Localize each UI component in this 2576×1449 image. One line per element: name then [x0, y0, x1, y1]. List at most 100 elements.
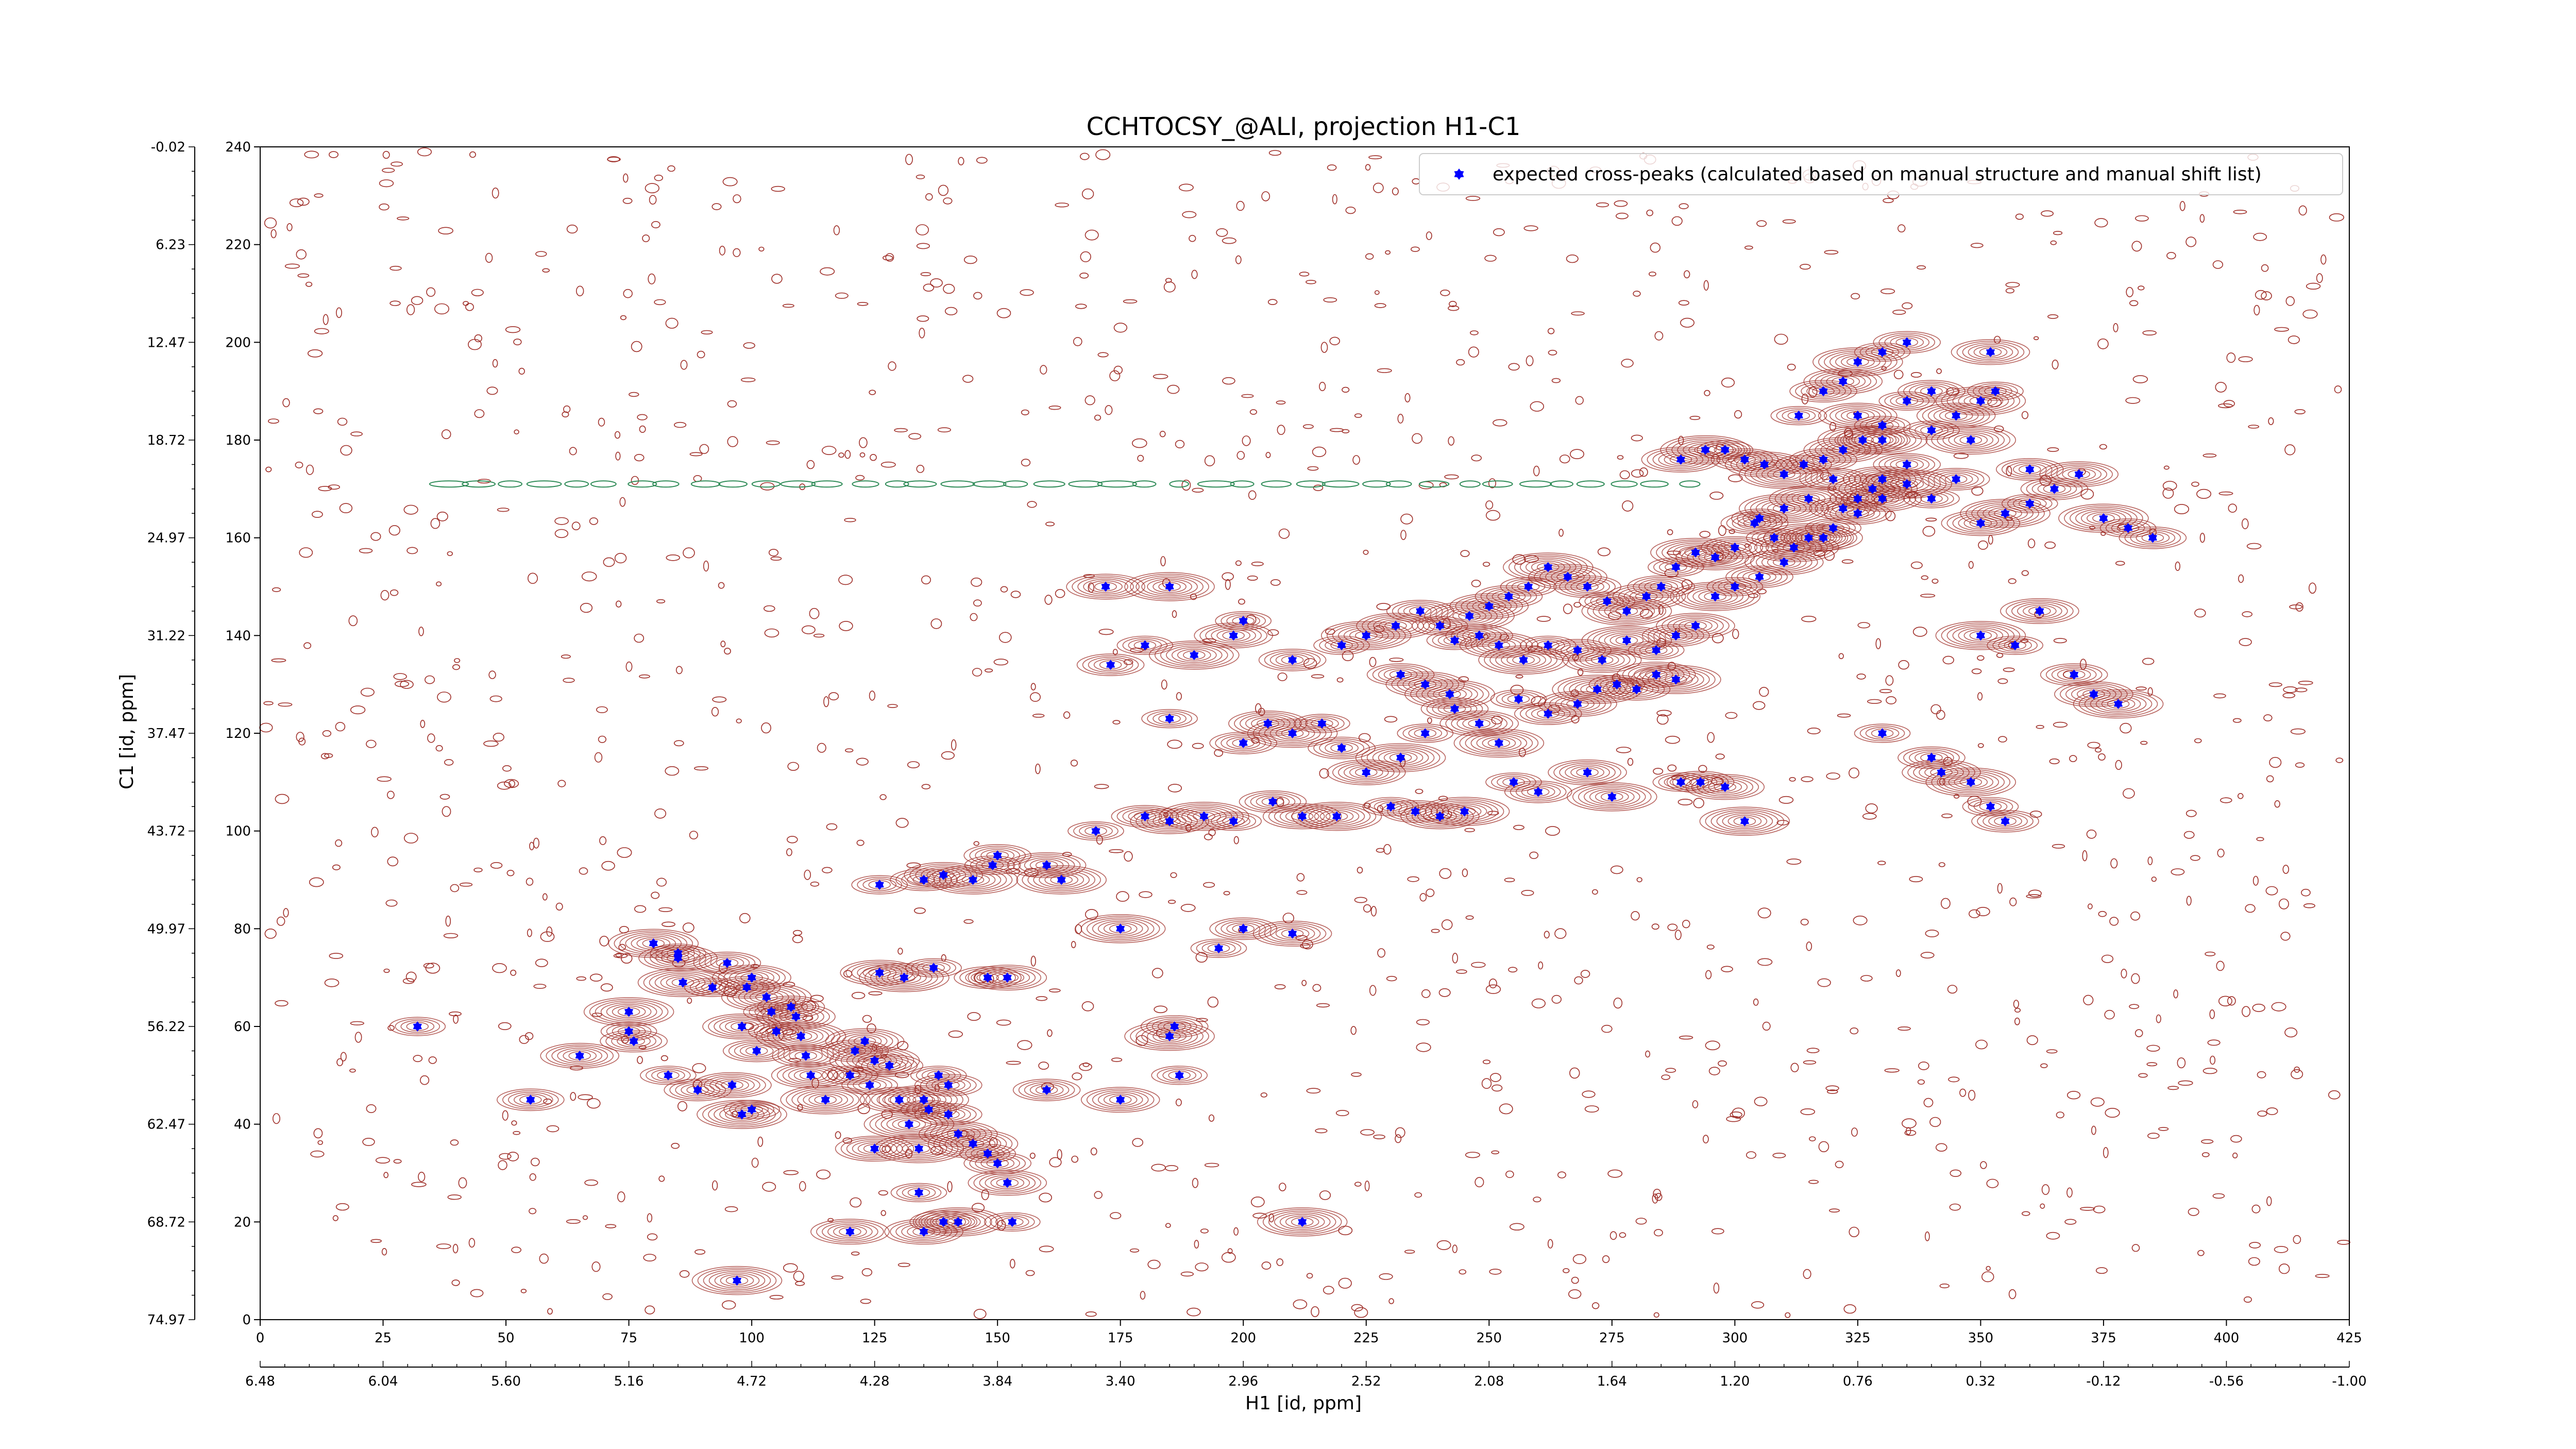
- peak-contour: [1196, 940, 1242, 956]
- noise-contour: [425, 963, 440, 974]
- x-tick-label: 100: [739, 1330, 765, 1346]
- noise-contour: [1312, 984, 1321, 992]
- cross-peak-point: [1484, 601, 1494, 612]
- secondary-x-tick-label: 5.60: [491, 1374, 521, 1389]
- noise-contour: [1969, 909, 1980, 918]
- cross-peak-point: [875, 880, 884, 890]
- noise-contour: [634, 453, 645, 462]
- noise-contour: [1307, 466, 1319, 471]
- peak-contour: [1356, 613, 1435, 639]
- noise-contour: [362, 1138, 375, 1146]
- cross-peak-point: [1460, 806, 1469, 817]
- cross-peak-point: [1229, 630, 1238, 641]
- cross-peak-point: [1450, 703, 1460, 714]
- noise-contour: [1702, 1135, 1709, 1143]
- noise-contour: [1195, 1262, 1209, 1272]
- peak-contour: [1648, 557, 1704, 577]
- noise-contour: [1081, 1001, 1094, 1012]
- peak-contour: [551, 1046, 608, 1066]
- peak-contour: [1549, 694, 1606, 714]
- cross-peak-point: [1544, 640, 1553, 651]
- noise-contour: [1867, 699, 1882, 704]
- peak-contour: [788, 1067, 834, 1084]
- peak-contour: [2013, 463, 2047, 476]
- cross-peak-point: [1165, 713, 1174, 724]
- noise-contour: [1835, 1160, 1844, 1169]
- peak-contour: [1029, 858, 1064, 872]
- cross-peak-point: [1780, 469, 1789, 480]
- cross-peak-point: [1420, 728, 1430, 738]
- peak-contour: [1971, 502, 2039, 525]
- noise-contour: [2003, 667, 2015, 672]
- noise-contour: [1509, 1223, 1524, 1231]
- streak-contour: [526, 480, 562, 488]
- noise-contour: [923, 283, 935, 292]
- peak-contour: [1784, 525, 1863, 551]
- noise-contour: [296, 249, 307, 260]
- peak-contour: [508, 1091, 553, 1108]
- noise-contour: [1462, 868, 1468, 878]
- x-tick-label: 75: [620, 1330, 637, 1346]
- noise-contour: [539, 1253, 549, 1264]
- noise-contour: [615, 600, 622, 608]
- peak-contour: [1012, 854, 1081, 877]
- cross-peak-point: [732, 1275, 742, 1286]
- noise-contour: [1123, 299, 1138, 304]
- noise-contour: [271, 658, 286, 663]
- noise-contour: [1485, 510, 1501, 521]
- noise-contour: [1311, 1306, 1319, 1318]
- noise-contour: [2283, 686, 2298, 693]
- noise-contour: [764, 605, 775, 612]
- noise-contour: [617, 847, 632, 858]
- peak-contour: [884, 1219, 963, 1245]
- noise-contour: [1837, 713, 1851, 718]
- peak-contour: [1397, 675, 1454, 694]
- secondary-x-tick-label: -1.00: [2332, 1374, 2366, 1389]
- noise-contour: [1027, 501, 1037, 508]
- noise-contour: [1386, 975, 1397, 982]
- noise-contour: [1124, 851, 1133, 862]
- peak-contour: [1834, 430, 1891, 450]
- noise-contour: [469, 151, 476, 158]
- noise-contour: [943, 197, 953, 205]
- peak-contour: [1027, 868, 1095, 891]
- noise-contour: [1017, 1040, 1032, 1050]
- noise-contour: [554, 529, 569, 538]
- peak-contour: [1419, 797, 1510, 826]
- noise-contour: [1427, 717, 1432, 724]
- noise-contour: [2166, 252, 2176, 260]
- noise-contour: [651, 221, 660, 228]
- noise-contour: [631, 341, 642, 352]
- noise-contour: [339, 503, 353, 513]
- noise-contour: [1189, 234, 1196, 242]
- noise-contour: [1978, 540, 1989, 550]
- peak-contour: [1660, 435, 1751, 465]
- noise-contour: [1335, 1110, 1349, 1117]
- noise-contour: [474, 409, 485, 418]
- noise-contour: [1746, 1151, 1757, 1159]
- noise-contour: [665, 317, 679, 329]
- peak-contour: [789, 1049, 823, 1063]
- noise-contour: [1481, 1078, 1492, 1089]
- peak-contour: [1416, 683, 1484, 705]
- cross-peak-point: [1042, 860, 1052, 870]
- noise-contour: [2130, 911, 2141, 921]
- cross-peak-point: [806, 1070, 816, 1081]
- noise-contour: [658, 1175, 665, 1182]
- cross-peak-point: [1229, 816, 1238, 827]
- cross-peak-point: [1042, 1085, 1052, 1096]
- noise-contour: [2158, 1127, 2169, 1131]
- y-tick-label: 20: [234, 1215, 251, 1230]
- noise-contour: [1559, 454, 1570, 464]
- noise-contour: [1123, 659, 1133, 665]
- noise-contour: [2280, 932, 2291, 941]
- peak-contour: [1978, 384, 2012, 398]
- cross-peak-point: [1780, 503, 1789, 514]
- peak-contour: [1012, 1079, 1081, 1102]
- noise-contour: [711, 1180, 718, 1191]
- noise-contour: [2295, 687, 2308, 693]
- noise-contour: [1778, 796, 1794, 804]
- noise-contour: [856, 757, 869, 766]
- noise-contour: [471, 289, 484, 296]
- noise-contour: [380, 589, 389, 601]
